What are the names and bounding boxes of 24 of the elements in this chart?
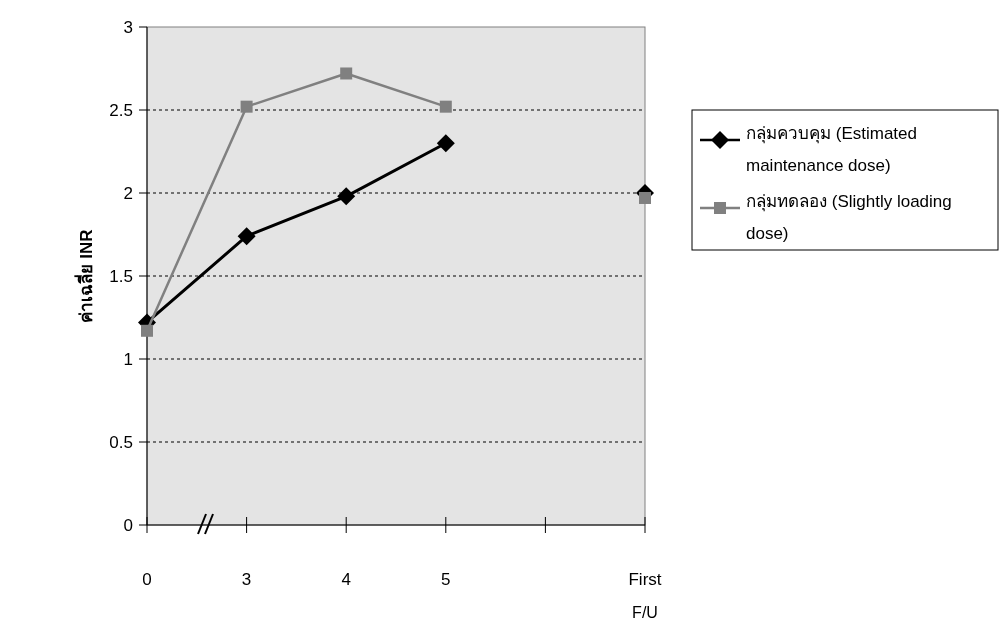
y-tick-label: 2.5 bbox=[109, 101, 133, 120]
y-tick-label: 0.5 bbox=[109, 433, 133, 452]
point bbox=[240, 100, 253, 113]
x-tick-label: 3 bbox=[241, 570, 252, 589]
x-tick-label: 0 bbox=[142, 570, 152, 589]
x-tick-label: 4 bbox=[341, 570, 351, 589]
point bbox=[141, 324, 153, 337]
y-tick-label: 0 bbox=[123, 516, 133, 535]
y-tick-label: 1.5 bbox=[109, 267, 133, 286]
point bbox=[337, 187, 356, 206]
point bbox=[436, 134, 455, 153]
x-axis-title: F/U bbox=[632, 604, 658, 621]
point bbox=[340, 67, 353, 80]
y-tick-label: 3 bbox=[123, 18, 133, 37]
legend-label: กลุ่มทดลอง (Slightly loading dose) bbox=[746, 193, 953, 245]
point bbox=[237, 227, 256, 246]
point bbox=[439, 100, 452, 113]
y-tick-label: 1 bbox=[123, 350, 133, 369]
x-tick-label: First bbox=[628, 570, 662, 589]
y-tick-label: 2 bbox=[123, 184, 133, 203]
point bbox=[639, 191, 651, 204]
legend-label: กลุ่มควบคุม (Estimated maintenance dose) bbox=[746, 125, 918, 177]
x-tick-label: 5 bbox=[441, 570, 451, 589]
y-axis-title: ค่าเฉลี่ย INR bbox=[74, 229, 96, 323]
